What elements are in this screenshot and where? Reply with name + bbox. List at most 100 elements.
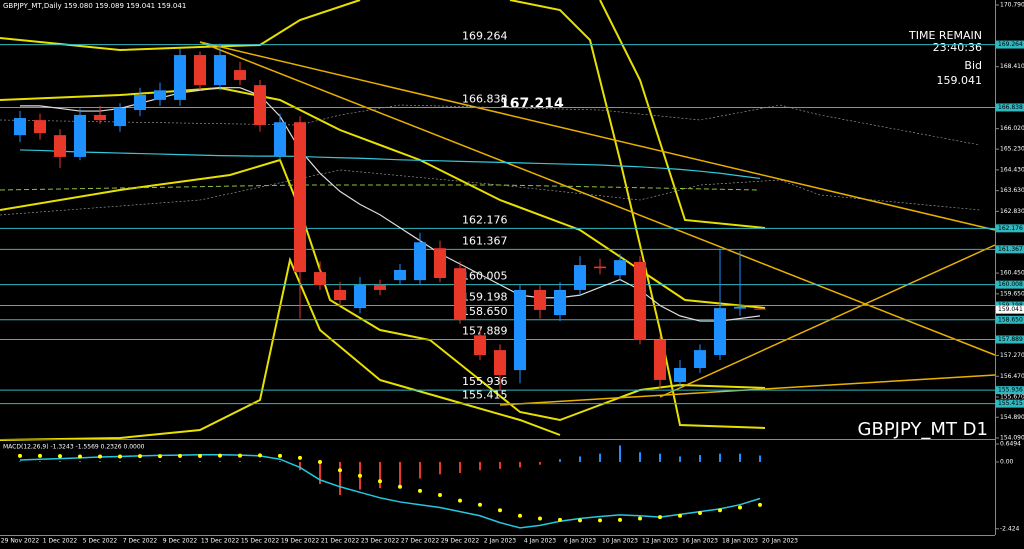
x-tick-label: 7 Dec 2022 bbox=[123, 538, 158, 545]
signal-dot bbox=[298, 455, 302, 460]
candle-body bbox=[374, 285, 386, 290]
axis-box bbox=[996, 335, 1024, 344]
candle-body bbox=[214, 55, 226, 86]
histogram-bar bbox=[719, 453, 721, 462]
histogram-bar bbox=[459, 461, 461, 473]
signal-dot bbox=[438, 493, 442, 498]
symbol-label: GBPJPY_MT D1 bbox=[858, 419, 988, 440]
axis-box bbox=[996, 40, 1024, 49]
candle-body bbox=[314, 272, 326, 286]
y-tick-label: 165.230 bbox=[1000, 146, 1024, 153]
axis-box bbox=[996, 301, 1024, 310]
cloud bbox=[0, 169, 981, 216]
level-label: 157.889 bbox=[462, 324, 508, 337]
histogram-bar bbox=[759, 455, 761, 462]
histogram-bar bbox=[379, 461, 381, 489]
band-upper bbox=[599, 0, 766, 229]
y-tick-label: 156.470 bbox=[1000, 373, 1024, 380]
axis-box-label: 161.367 bbox=[998, 246, 1023, 253]
candle-body bbox=[534, 289, 546, 310]
candle-body bbox=[94, 114, 106, 121]
signal-dot bbox=[338, 468, 342, 473]
histogram-bar bbox=[619, 445, 621, 462]
x-tick-label: 21 Dec 2022 bbox=[321, 538, 360, 545]
level-label: 161.367 bbox=[462, 234, 508, 247]
candle-body bbox=[194, 55, 206, 86]
y-tick-label: 166.020 bbox=[1000, 125, 1024, 132]
candle-body bbox=[614, 260, 626, 276]
signal-dot bbox=[558, 517, 562, 522]
y-tick-label: 154.890 bbox=[1000, 414, 1024, 421]
axis-box bbox=[996, 399, 1024, 408]
axis-box bbox=[996, 245, 1024, 254]
level-label: 166.838 bbox=[462, 92, 508, 105]
ma-dashed bbox=[0, 184, 761, 191]
trend-line bbox=[199, 41, 996, 231]
candle-body bbox=[154, 90, 166, 100]
bid-box-label: 159.041 bbox=[998, 306, 1023, 313]
candle-body bbox=[514, 289, 526, 371]
signal-dot bbox=[478, 502, 482, 507]
histogram-bar bbox=[399, 461, 401, 486]
level-label: 160.005 bbox=[462, 270, 508, 283]
y-tick-label: 159.650 bbox=[1000, 290, 1024, 297]
candle-body bbox=[334, 289, 346, 301]
signal-dot bbox=[758, 502, 762, 507]
candle-body bbox=[394, 269, 406, 281]
axis-box-label: 155.936 bbox=[998, 387, 1023, 394]
signal-dot bbox=[718, 508, 722, 513]
y-tick-label: 0.6494 bbox=[1000, 441, 1021, 448]
histogram-bar bbox=[299, 461, 301, 471]
x-tick-label: 23 Dec 2022 bbox=[361, 538, 400, 545]
histogram-bar bbox=[519, 461, 521, 468]
x-tick-label: 10 Jan 2023 bbox=[602, 538, 638, 545]
x-tick-label: 15 Dec 2022 bbox=[241, 538, 280, 545]
histogram-bar bbox=[679, 456, 681, 462]
histogram-bar bbox=[19, 461, 21, 462]
candle-body bbox=[674, 367, 686, 382]
trend-line bbox=[659, 244, 996, 398]
signal-dot bbox=[78, 454, 82, 459]
histogram-bar bbox=[39, 461, 41, 462]
x-tick-label: 29 Dec 2022 bbox=[441, 538, 480, 545]
candle-body bbox=[114, 107, 126, 127]
y-tick-label: 155.670 bbox=[1000, 394, 1024, 401]
signal-dot bbox=[138, 454, 142, 459]
signal-dot bbox=[498, 508, 502, 513]
macd-title: MACD(12,26,9) -1.3243 -1.5569 0.2326 0.0… bbox=[3, 444, 145, 451]
level-label: 159.198 bbox=[462, 291, 508, 304]
signal-dot bbox=[218, 453, 222, 458]
candle-body bbox=[174, 55, 186, 100]
candle-body bbox=[294, 122, 306, 273]
candle-body bbox=[694, 350, 706, 368]
y-tick-label: 163.630 bbox=[1000, 187, 1024, 194]
candle-body bbox=[54, 135, 66, 157]
axis-box-label: 157.889 bbox=[998, 336, 1023, 343]
x-tick-label: 12 Jan 2023 bbox=[642, 538, 678, 545]
signal-dot bbox=[98, 454, 102, 459]
x-tick-label: 13 Dec 2022 bbox=[201, 538, 240, 545]
axis-box-label: 169.264 bbox=[998, 41, 1023, 48]
level-label: 169.264 bbox=[462, 30, 508, 43]
chart-title: GBPJPY_MT,Daily 159.080 159.089 159.041 … bbox=[3, 2, 186, 10]
level-label: 155.936 bbox=[462, 375, 508, 388]
axis-box-label: 158.650 bbox=[998, 316, 1023, 323]
y-tick-label: 170.790 bbox=[1000, 2, 1024, 9]
x-tick-label: 1 Dec 2022 bbox=[43, 538, 78, 545]
y-tick-label: 0.00 bbox=[1000, 458, 1014, 465]
band-lower bbox=[0, 158, 766, 422]
signal-dot bbox=[518, 513, 522, 518]
x-tick-label: 6 Jan 2023 bbox=[564, 538, 596, 545]
y-tick-label: 162.830 bbox=[1000, 208, 1024, 215]
histogram-bar bbox=[499, 461, 501, 469]
candle-body bbox=[14, 118, 26, 136]
y-tick-label: 164.430 bbox=[1000, 166, 1024, 173]
signal-dot bbox=[538, 516, 542, 521]
ma-line bbox=[19, 149, 761, 180]
signal-dot bbox=[678, 513, 682, 518]
signal-dot bbox=[458, 498, 462, 503]
candle-body bbox=[434, 248, 446, 279]
